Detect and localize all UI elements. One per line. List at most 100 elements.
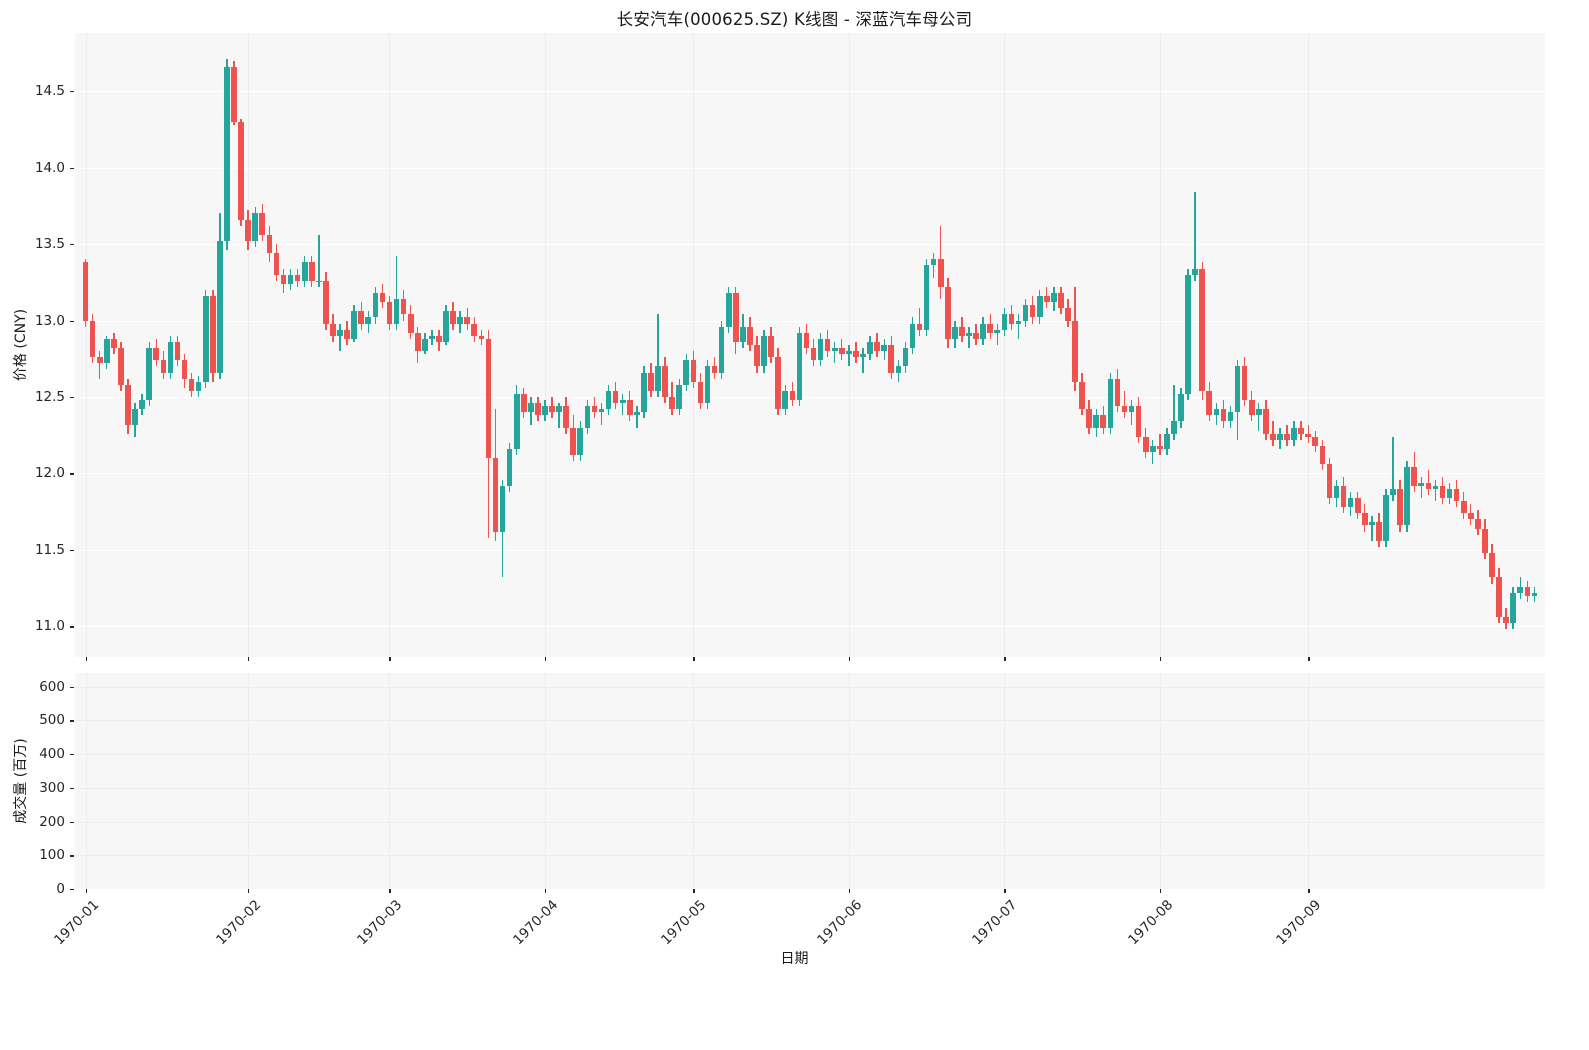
candlestick[interactable] — [181, 360, 188, 379]
candlestick[interactable] — [761, 335, 767, 367]
candlestick[interactable] — [747, 326, 753, 345]
candlestick[interactable] — [188, 378, 195, 391]
candlestick[interactable] — [888, 345, 895, 373]
candlestick[interactable] — [824, 338, 831, 352]
candlestick[interactable] — [160, 360, 167, 373]
candlestick[interactable] — [895, 366, 902, 373]
candlestick[interactable] — [1333, 485, 1340, 498]
candlestick[interactable] — [1439, 485, 1446, 498]
candlestick[interactable] — [287, 274, 294, 284]
candlestick[interactable] — [1107, 378, 1114, 428]
candlestick[interactable] — [323, 280, 329, 324]
candlestick[interactable] — [1001, 314, 1008, 330]
candlestick[interactable] — [1531, 592, 1538, 596]
candlestick[interactable] — [973, 332, 979, 339]
candlestick[interactable] — [1425, 482, 1432, 489]
candlestick[interactable] — [725, 293, 732, 327]
candlestick[interactable] — [195, 381, 202, 391]
candlestick[interactable] — [280, 274, 287, 284]
candlestick[interactable] — [662, 366, 668, 397]
candlestick[interactable] — [846, 351, 852, 355]
candlestick[interactable] — [1121, 406, 1128, 413]
candlestick[interactable] — [542, 406, 548, 416]
candlestick[interactable] — [379, 293, 386, 303]
candlestick[interactable] — [1142, 436, 1149, 453]
candlestick[interactable] — [499, 485, 506, 532]
candlestick[interactable] — [82, 262, 89, 321]
candlestick[interactable] — [103, 338, 110, 364]
candlestick[interactable] — [1291, 427, 1297, 440]
candlestick[interactable] — [577, 427, 584, 456]
candlestick[interactable] — [1135, 406, 1142, 437]
candlestick[interactable] — [754, 345, 760, 367]
candlestick[interactable] — [471, 323, 478, 336]
candlestick[interactable] — [1418, 482, 1425, 486]
candlestick[interactable] — [987, 323, 994, 333]
candlestick[interactable] — [1298, 427, 1304, 434]
candlestick[interactable] — [655, 366, 661, 391]
candlestick[interactable] — [634, 412, 640, 416]
candlestick[interactable] — [952, 326, 958, 339]
candlestick[interactable] — [867, 341, 873, 355]
candlestick[interactable] — [386, 302, 393, 324]
candlestick[interactable] — [535, 403, 541, 416]
candlestick[interactable] — [817, 338, 824, 361]
candlestick[interactable] — [1482, 528, 1488, 553]
candlestick[interactable] — [1517, 586, 1524, 593]
candlestick[interactable] — [1192, 268, 1198, 275]
candlestick[interactable] — [1361, 513, 1368, 526]
candlestick[interactable] — [648, 372, 654, 391]
candlestick[interactable] — [916, 323, 923, 330]
candlestick[interactable] — [704, 366, 711, 404]
candlestick[interactable] — [153, 348, 160, 361]
candlestick[interactable] — [209, 296, 216, 373]
volume-chart-panel[interactable] — [75, 673, 1545, 889]
candlestick[interactable] — [1036, 296, 1043, 318]
candlestick[interactable] — [1128, 406, 1135, 413]
candlestick[interactable] — [450, 311, 456, 324]
candlestick[interactable] — [407, 314, 414, 333]
candlestick[interactable] — [252, 213, 259, 241]
candlestick[interactable] — [1432, 485, 1439, 489]
candlestick[interactable] — [1312, 436, 1319, 446]
candlestick[interactable] — [1453, 488, 1460, 501]
candlestick[interactable] — [909, 323, 916, 349]
candlestick[interactable] — [457, 317, 463, 324]
candlestick[interactable] — [853, 351, 859, 358]
candlestick[interactable] — [612, 390, 619, 404]
candlestick[interactable] — [1050, 293, 1057, 303]
candlestick[interactable] — [429, 335, 435, 339]
candlestick[interactable] — [1079, 381, 1085, 410]
candlestick[interactable] — [1383, 494, 1389, 541]
candlestick[interactable] — [959, 326, 965, 336]
candlestick[interactable] — [1171, 421, 1177, 434]
candlestick[interactable] — [520, 393, 527, 413]
candlestick[interactable] — [796, 332, 803, 401]
candlestick[interactable] — [994, 329, 1001, 333]
candlestick[interactable] — [782, 390, 789, 410]
candlestick[interactable] — [478, 335, 485, 339]
candlestick[interactable] — [1008, 314, 1015, 324]
candlestick[interactable] — [1503, 617, 1509, 624]
candlestick[interactable] — [591, 406, 598, 413]
candlestick[interactable] — [923, 265, 930, 330]
candlestick[interactable] — [1319, 445, 1326, 465]
candlestick[interactable] — [1149, 445, 1156, 453]
candlestick[interactable] — [1354, 497, 1361, 514]
candlestick[interactable] — [294, 274, 301, 281]
candlestick[interactable] — [980, 323, 986, 339]
candlestick[interactable] — [443, 311, 449, 342]
candlestick[interactable] — [1213, 409, 1220, 416]
candlestick[interactable] — [111, 338, 117, 349]
candlestick[interactable] — [1496, 577, 1502, 618]
candlestick[interactable] — [810, 348, 817, 361]
candlestick[interactable] — [1072, 320, 1078, 382]
candlestick[interactable] — [132, 409, 138, 425]
candlestick[interactable] — [146, 348, 153, 401]
candlestick[interactable] — [174, 341, 181, 361]
candlestick[interactable] — [167, 341, 174, 373]
candlestick[interactable] — [605, 390, 612, 410]
candlestick[interactable] — [789, 390, 796, 401]
candlestick[interactable] — [1100, 415, 1107, 428]
candlestick[interactable] — [139, 400, 145, 410]
